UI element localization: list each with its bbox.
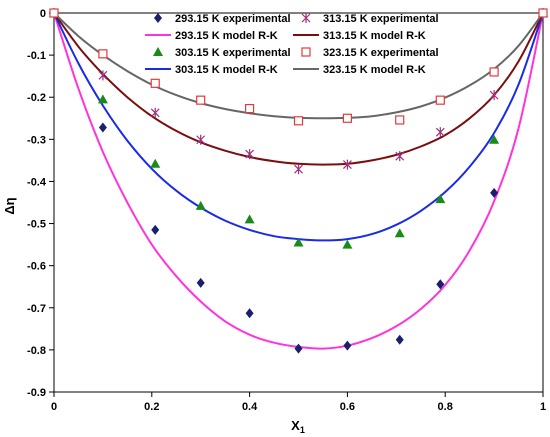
diamond-marker bbox=[395, 334, 404, 345]
y-tick-label: -0.7 bbox=[27, 303, 46, 315]
square-marker bbox=[435, 95, 445, 105]
model-line-323-15 bbox=[53, 12, 544, 120]
y-tick-label: -0.4 bbox=[27, 176, 47, 188]
y-tick-label: -0.5 bbox=[27, 219, 46, 231]
square-marker bbox=[395, 115, 405, 125]
asterisk-marker bbox=[342, 159, 352, 170]
model-line-313-15 bbox=[53, 12, 544, 166]
legend-label: 313.15 K experimental bbox=[323, 13, 439, 25]
legend-label: 323.15 K model R-K bbox=[323, 64, 426, 76]
x-axis-title: X1 bbox=[291, 418, 305, 435]
x-tick-label: 1 bbox=[540, 401, 546, 413]
legend-label: 293.15 K experimental bbox=[175, 13, 291, 25]
diamond-marker bbox=[98, 122, 107, 133]
triangle-marker bbox=[244, 214, 255, 224]
y-tick-label: -0.3 bbox=[27, 134, 46, 146]
diamond-marker bbox=[436, 279, 445, 290]
asterisk-marker bbox=[294, 164, 303, 175]
square-marker bbox=[196, 95, 206, 105]
asterisk-marker bbox=[435, 127, 445, 138]
diamond-marker bbox=[490, 187, 499, 198]
plot-frame bbox=[53, 12, 544, 393]
triangle-marker bbox=[394, 228, 405, 238]
triangle-marker bbox=[435, 194, 446, 204]
triangle-marker bbox=[195, 200, 206, 210]
model-lines bbox=[53, 12, 544, 350]
legend-label: 303.15 K model R-K bbox=[175, 64, 278, 76]
experimental-markers bbox=[49, 8, 548, 354]
legend-diamond-swatch bbox=[154, 13, 162, 23]
triangle-marker bbox=[97, 94, 108, 104]
y-axis-title: Δη bbox=[2, 197, 17, 214]
x-axis-title-main: X bbox=[291, 418, 300, 433]
triangle-marker bbox=[150, 158, 161, 168]
triangle-marker bbox=[342, 239, 353, 249]
asterisk-marker bbox=[489, 90, 499, 101]
asterisk-marker bbox=[196, 134, 206, 145]
y-tick-label: -0.8 bbox=[27, 345, 46, 357]
y-tick-label: -0.2 bbox=[27, 92, 46, 104]
x-tick-label: 0.4 bbox=[242, 401, 258, 413]
model-line-293-15 bbox=[53, 12, 544, 350]
asterisk-marker bbox=[395, 151, 405, 162]
diamond-marker bbox=[196, 277, 205, 288]
legend-label: 293.15 K model R-K bbox=[175, 30, 278, 42]
diamond-marker bbox=[343, 340, 352, 351]
legend: 293.15 K experimental 313.15 K experiment… bbox=[145, 13, 439, 76]
x-tick-label: 0.8 bbox=[438, 401, 453, 413]
square-marker bbox=[342, 113, 352, 123]
square-marker bbox=[49, 8, 59, 18]
x-tick-label: 0.6 bbox=[340, 401, 355, 413]
square-marker bbox=[293, 116, 304, 126]
legend-triangle-swatch bbox=[153, 47, 163, 56]
asterisk-marker bbox=[245, 149, 255, 160]
square-marker bbox=[245, 103, 255, 114]
legend-square-swatch bbox=[301, 47, 311, 57]
triangle-marker bbox=[293, 237, 304, 247]
asterisk-marker bbox=[98, 70, 108, 81]
square-marker bbox=[150, 78, 160, 88]
triangle-marker bbox=[489, 134, 500, 144]
diamond-marker bbox=[294, 343, 303, 354]
legend-label: 303.15 K experimental bbox=[175, 47, 291, 59]
x-tick-label: 0 bbox=[51, 401, 57, 413]
legend-label: 313.15 K model R-K bbox=[323, 30, 426, 42]
square-marker bbox=[489, 67, 499, 77]
x-tick-label: 0.2 bbox=[144, 401, 159, 413]
diamond-marker bbox=[151, 224, 160, 235]
x-axis-title-subscript: 1 bbox=[300, 425, 305, 435]
square-marker bbox=[98, 49, 108, 59]
model-line-303-15 bbox=[53, 12, 544, 242]
asterisk-marker bbox=[150, 107, 160, 118]
legend-label: 323.15 K experimental bbox=[323, 47, 439, 59]
square-marker bbox=[538, 8, 548, 18]
diamond-marker bbox=[245, 308, 254, 319]
y-tick-label: -0.6 bbox=[27, 261, 46, 273]
legend-asterisk-swatch bbox=[301, 13, 311, 23]
y-tick-label: -0.1 bbox=[27, 50, 46, 62]
axes: 0 0.2 0.4 0.6 0.8 1 0 -0.1 -0.2 -0.3 -0.4 -0.5 -0.6 -… bbox=[27, 8, 546, 413]
y-tick-label: 0 bbox=[40, 8, 46, 20]
y-tick-label: -0.9 bbox=[27, 387, 46, 399]
